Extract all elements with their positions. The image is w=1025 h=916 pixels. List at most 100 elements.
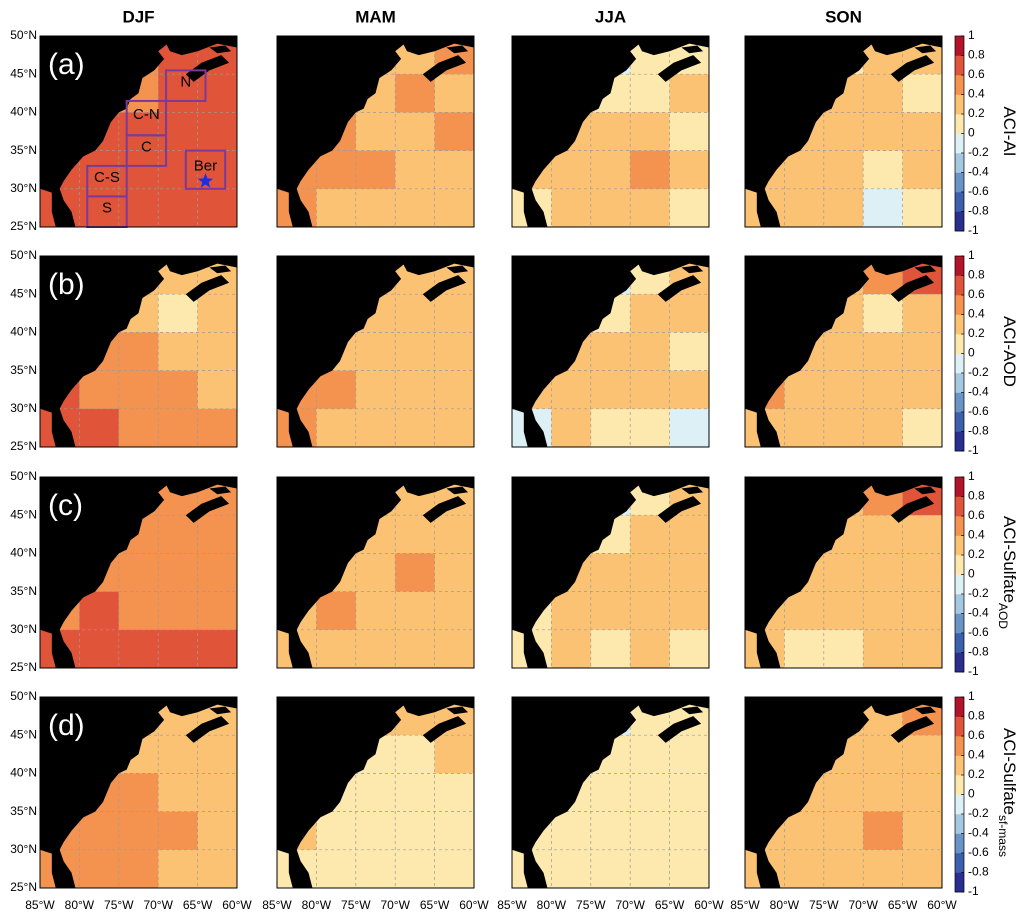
lon-tick-label: 70°W bbox=[848, 898, 878, 912]
grid-cell bbox=[355, 629, 396, 669]
colorbar-tick-label: 1 bbox=[968, 469, 975, 483]
grid-cell bbox=[902, 74, 943, 113]
grid-cell bbox=[118, 811, 159, 851]
grid-cell bbox=[434, 112, 475, 152]
colorbar-segment bbox=[955, 833, 964, 854]
column-title: DJF bbox=[122, 7, 154, 26]
row-label-text: ACI-AI bbox=[1000, 106, 1019, 156]
grid-cell bbox=[669, 332, 710, 372]
grid-cell bbox=[434, 408, 475, 448]
grid-cell bbox=[590, 408, 631, 448]
grid-cell bbox=[118, 112, 159, 152]
lat-tick-label: 25°N bbox=[10, 439, 37, 453]
grid-cell bbox=[823, 112, 864, 152]
grid-cell bbox=[784, 591, 825, 631]
lon-tick-label: 65°W bbox=[420, 898, 450, 912]
grid-cell bbox=[863, 332, 904, 372]
colorbar-segment bbox=[955, 75, 964, 95]
grid-cell bbox=[863, 74, 904, 113]
colorbar-tick-label: 0.6 bbox=[968, 728, 985, 742]
grid-cell bbox=[434, 515, 475, 554]
colorbar-tick-label: -0.2 bbox=[968, 365, 989, 379]
map-panel: 85°W 80°W 75°W 70°W 65°W 60°W bbox=[497, 696, 724, 912]
colorbar-tick-label: -1 bbox=[968, 664, 979, 678]
grid-cell bbox=[669, 591, 710, 631]
grid-cell bbox=[434, 294, 475, 333]
grid-cell bbox=[590, 112, 631, 152]
grid-cell bbox=[823, 553, 864, 593]
colorbar-tick-label: 1 bbox=[968, 248, 975, 262]
grid-cell bbox=[784, 150, 825, 190]
colorbar-tick-label: -0.2 bbox=[968, 806, 989, 820]
map-panel bbox=[511, 476, 710, 669]
grid-cell bbox=[434, 332, 475, 372]
grid-cell bbox=[823, 773, 864, 813]
grid-cell bbox=[669, 188, 710, 228]
colorbar-tick-label: 0.2 bbox=[968, 767, 985, 781]
colorbar-tick-label: 0.4 bbox=[968, 307, 985, 321]
grid-cell bbox=[395, 74, 436, 113]
grid-cell bbox=[316, 188, 357, 228]
colorbar-tick-label: 0.8 bbox=[968, 709, 985, 723]
map-frame bbox=[276, 35, 475, 228]
colorbar-segment bbox=[955, 633, 964, 653]
colorbar-tick-label: -0.6 bbox=[968, 404, 989, 418]
colorbar-segment bbox=[955, 535, 964, 556]
lon-tick-label: 85°W bbox=[730, 898, 760, 912]
grid-cell bbox=[902, 553, 943, 593]
grid-cell bbox=[823, 408, 864, 448]
colorbar-tick-label: 0.6 bbox=[968, 508, 985, 522]
map-frame bbox=[276, 476, 475, 669]
colorbar-tick-label: -0.2 bbox=[968, 145, 989, 159]
grid-cell bbox=[590, 188, 631, 228]
grid-cell bbox=[434, 629, 475, 669]
grid-cell bbox=[551, 629, 592, 669]
grid-cell bbox=[551, 408, 592, 448]
colorbar-segment bbox=[955, 794, 964, 815]
grid-cell bbox=[630, 553, 671, 593]
colorbar-segment bbox=[955, 716, 964, 737]
grid-cell bbox=[395, 294, 436, 333]
grid-cell bbox=[355, 591, 396, 631]
column-title: JJA bbox=[595, 7, 626, 26]
row-label-subscript: AOD bbox=[996, 603, 1010, 629]
grid-cell bbox=[784, 849, 825, 889]
grid-cell bbox=[863, 150, 904, 190]
map-panel: 85°W 80°W 75°W 70°W 65°W 60°W bbox=[730, 696, 957, 912]
grid-cell bbox=[118, 408, 159, 448]
grid-cell bbox=[355, 332, 396, 372]
grid-cell bbox=[316, 370, 357, 410]
grid-cell bbox=[316, 150, 357, 190]
colorbar-segment bbox=[955, 55, 964, 76]
region-label: N bbox=[180, 74, 191, 91]
colorbar-segment bbox=[955, 153, 964, 173]
colorbar-segment bbox=[955, 496, 964, 517]
lon-tick-label: 85°W bbox=[25, 898, 55, 912]
colorbar-segment bbox=[955, 814, 964, 834]
colorbar-segment bbox=[955, 516, 964, 536]
grid-cell bbox=[158, 515, 199, 554]
lat-tick-label: 25°N bbox=[10, 660, 37, 674]
grid-cell bbox=[197, 553, 238, 593]
colorbar-segment bbox=[955, 172, 964, 193]
lon-tick-label: 65°W bbox=[655, 898, 685, 912]
row-label: ACI-AI bbox=[1000, 106, 1019, 156]
grid-cell bbox=[434, 735, 475, 774]
grid-cell bbox=[316, 629, 357, 669]
grid-cell bbox=[395, 553, 436, 593]
lon-tick-label: 65°W bbox=[183, 898, 213, 912]
lon-tick-label: 75°W bbox=[104, 898, 134, 912]
lon-tick-label: 70°W bbox=[143, 898, 173, 912]
grid-cell bbox=[434, 849, 475, 889]
colorbar-segment bbox=[955, 373, 964, 393]
grid-cell bbox=[784, 370, 825, 410]
colorbar-segment bbox=[955, 872, 964, 893]
grid-cell bbox=[118, 150, 159, 190]
grid-cell bbox=[630, 294, 671, 333]
row-label-subscript: sf-mass bbox=[996, 815, 1010, 857]
region-label: C bbox=[141, 139, 152, 156]
grid-cell bbox=[355, 553, 396, 593]
grid-cell bbox=[197, 591, 238, 631]
grid-cell bbox=[197, 332, 238, 372]
lat-tick-label: 45°N bbox=[10, 507, 37, 521]
